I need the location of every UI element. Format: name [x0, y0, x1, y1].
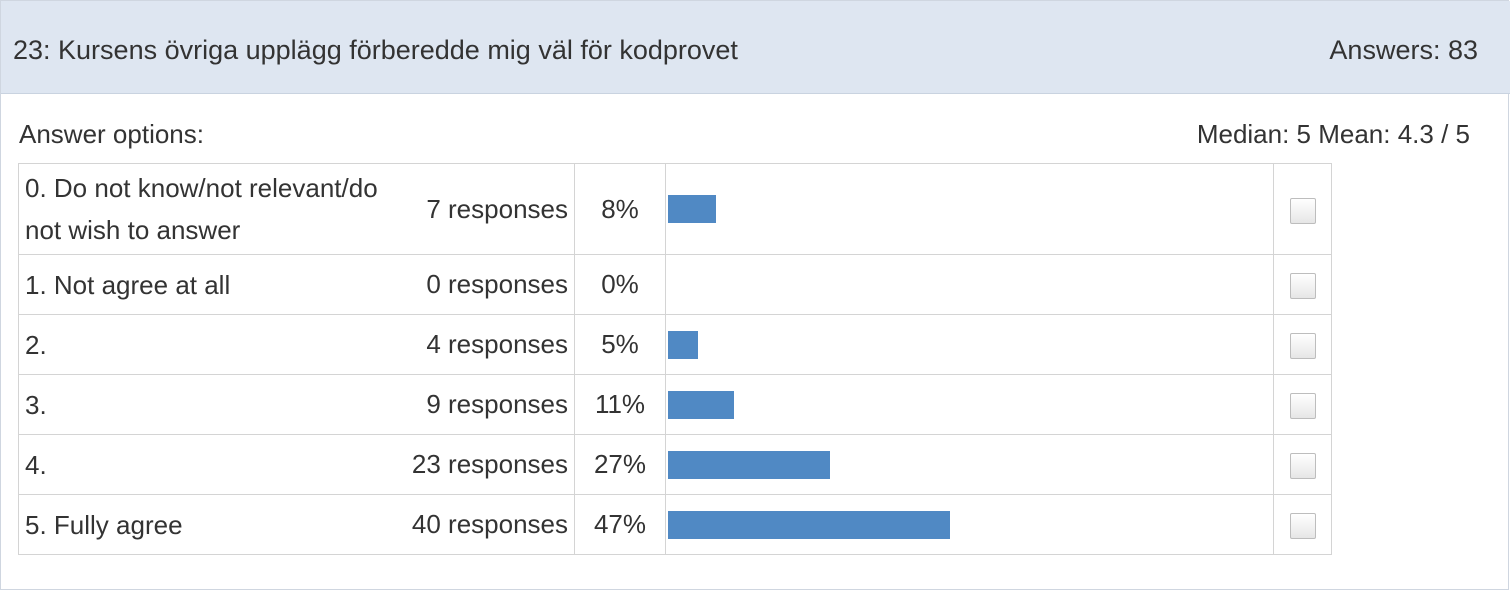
results-table: 0. Do not know/not relevant/do not wish …	[18, 163, 1332, 555]
option-cell: 4. 23 responses	[18, 434, 575, 495]
bar-cell	[665, 434, 1274, 495]
option-cell: 3. 9 responses	[18, 374, 575, 435]
option-label: 1. Not agree at all	[25, 269, 231, 300]
checkbox-cell	[1273, 314, 1332, 375]
percent-cell: 47%	[574, 494, 666, 555]
response-count: 40 responses	[411, 509, 568, 539]
bar-cell	[665, 314, 1274, 375]
table-row: 2. 4 responses 5%	[18, 314, 1332, 375]
percent-bar	[668, 450, 830, 479]
option-label: 2.	[25, 329, 47, 360]
response-count: 23 responses	[411, 449, 568, 479]
option-cell: 1. Not agree at all 0 responses	[18, 254, 575, 315]
option-cell: 5. Fully agree 40 responses	[18, 494, 575, 555]
percent-cell: 8%	[574, 163, 666, 255]
bar-cell	[665, 374, 1274, 435]
option-checkbox[interactable]	[1289, 453, 1316, 480]
response-count: 0 responses	[426, 269, 568, 299]
response-count: 4 responses	[426, 329, 568, 359]
checkbox-cell	[1273, 254, 1332, 315]
table-row: 3. 9 responses 11%	[18, 374, 1332, 435]
option-label: 4.	[25, 449, 47, 480]
response-count: 9 responses	[426, 389, 568, 419]
answer-options-label: Answer options:	[19, 119, 204, 149]
option-checkbox[interactable]	[1289, 197, 1316, 224]
percent-cell: 11%	[574, 374, 666, 435]
bar-cell	[665, 494, 1274, 555]
percent-cell: 27%	[574, 434, 666, 495]
option-label: 5. Fully agree	[25, 509, 183, 540]
percent-bar	[668, 195, 716, 223]
option-checkbox[interactable]	[1289, 393, 1316, 420]
percent-bar	[668, 510, 950, 539]
question-title: 23: Kursens övriga upplägg förberedde mi…	[13, 35, 738, 65]
checkbox-cell	[1273, 163, 1332, 255]
option-checkbox[interactable]	[1289, 513, 1316, 540]
response-count: 7 responses	[426, 193, 568, 224]
checkbox-cell	[1273, 494, 1332, 555]
percent-bar	[668, 330, 698, 359]
option-label: 0. Do not know/not relevant/do not wish …	[25, 173, 378, 245]
option-cell: 2. 4 responses	[18, 314, 575, 375]
option-checkbox[interactable]	[1289, 273, 1316, 300]
percent-cell: 5%	[574, 314, 666, 375]
answers-count: Answers: 83	[1329, 35, 1478, 65]
option-checkbox[interactable]	[1289, 333, 1316, 360]
option-cell: 0. Do not know/not relevant/do not wish …	[18, 163, 575, 255]
percent-bar	[668, 390, 734, 419]
table-row: 1. Not agree at all 0 responses 0%	[18, 254, 1332, 315]
bar-cell	[665, 254, 1274, 315]
table-row: 5. Fully agree 40 responses 47%	[18, 494, 1332, 555]
table-row: 4. 23 responses 27%	[18, 434, 1332, 495]
option-label: 3.	[25, 389, 47, 420]
question-header: 23: Kursens övriga upplägg förberedde mi…	[1, 1, 1510, 94]
checkbox-cell	[1273, 434, 1332, 495]
table-row: 0. Do not know/not relevant/do not wish …	[18, 163, 1332, 255]
bar-cell	[665, 163, 1274, 255]
checkbox-cell	[1273, 374, 1332, 435]
median-mean-stats: Median: 5 Mean: 4.3 / 5	[1196, 119, 1470, 149]
percent-cell: 0%	[574, 254, 666, 315]
